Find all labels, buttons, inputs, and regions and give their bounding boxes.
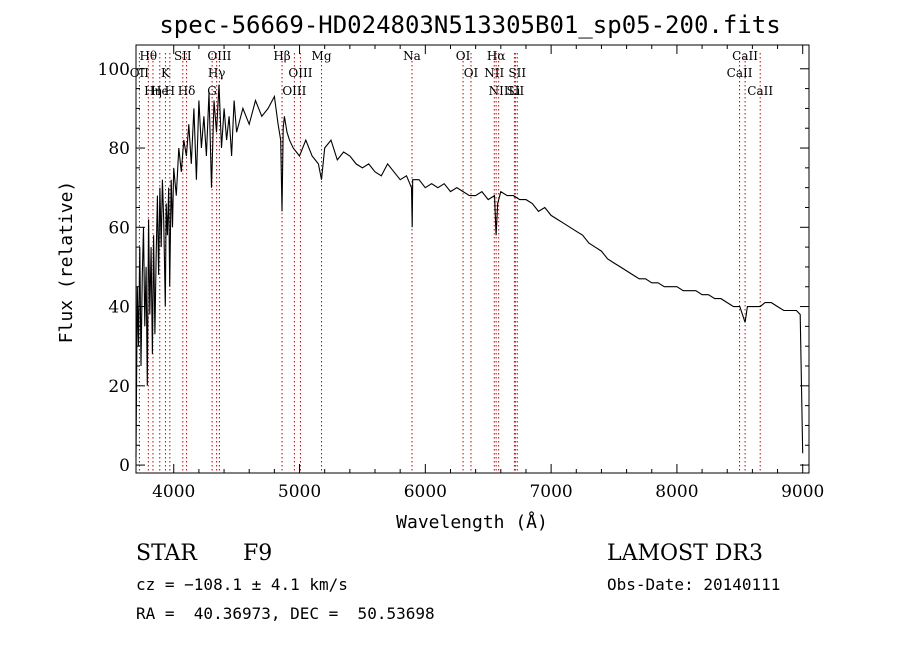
- line-label-8: OIII: [207, 49, 231, 63]
- spectral-line-markers: [138, 53, 761, 473]
- x-tick-label-7000: 7000: [529, 482, 572, 502]
- x-axis-ticks: 4000 5000 6000 7000 8000 9000: [152, 45, 824, 502]
- line-label-10: G: [207, 84, 217, 98]
- y-axis-label: Flux (relative): [56, 181, 77, 344]
- plot-frame: [135, 44, 810, 474]
- line-label-3: Hη: [144, 84, 162, 98]
- line-label-19: NII: [484, 66, 504, 80]
- line-label-1: OII: [130, 66, 150, 80]
- line-label-20: NII: [489, 84, 509, 98]
- y-tick-label-80: 80: [108, 139, 130, 159]
- line-label-4: K: [161, 66, 171, 80]
- y-tick-label-20: 20: [108, 377, 130, 397]
- coordinates: RA = 40.36973, DEC = 50.53698: [136, 604, 435, 623]
- line-label-9: Hγ: [208, 66, 226, 80]
- line-label-23: SII: [508, 66, 526, 80]
- line-label-17: OI: [464, 66, 479, 80]
- line-label-0: Hθ: [139, 49, 157, 63]
- object-subclass: F9: [243, 541, 273, 566]
- y-tick-label-40: 40: [108, 298, 130, 318]
- observation-date: Obs-Date: 20140111: [607, 575, 781, 594]
- line-label-18: Hα: [487, 49, 506, 63]
- x-tick-label-9000: 9000: [781, 482, 824, 502]
- line-label-22: Li: [508, 84, 520, 98]
- x-tick-label-4000: 4000: [152, 482, 195, 502]
- y-axis-ticks: 0 20 40 60 80 100: [98, 60, 809, 476]
- y-tick-label-0: 0: [119, 456, 130, 476]
- line-label-21: SII: [507, 84, 525, 98]
- line-label-6: SII: [174, 49, 192, 63]
- line-label-11: Hβ: [273, 49, 290, 63]
- line-label-2: He: [151, 84, 169, 98]
- line-label-15: Na: [403, 49, 421, 63]
- survey-name: LAMOST DR3: [607, 541, 763, 566]
- y-tick-label-100: 100: [98, 60, 130, 80]
- spectrum-line: [135, 84, 804, 458]
- line-label-7: Hδ: [178, 84, 196, 98]
- x-tick-label-8000: 8000: [655, 482, 698, 502]
- redshift-velocity: cz = −108.1 ± 4.1 km/s: [136, 575, 348, 594]
- line-label-14: Mg: [312, 49, 332, 63]
- line-label-5: H: [165, 84, 175, 98]
- x-tick-label-6000: 6000: [404, 482, 447, 502]
- line-label-12: OIII: [288, 66, 312, 80]
- line-label-13: OIII: [282, 84, 306, 98]
- x-tick-label-5000: 5000: [278, 482, 321, 502]
- chart-title: spec-56669-HD024803N513305B01_sp05-200.f…: [159, 11, 780, 39]
- line-label-24: CaII: [732, 49, 758, 63]
- line-label-26: CaII: [747, 84, 773, 98]
- x-axis-label: Wavelength (Å): [396, 511, 548, 533]
- object-class: STAR: [136, 541, 197, 566]
- y-tick-label-60: 60: [108, 218, 130, 238]
- line-label-25: CaII: [727, 66, 753, 80]
- line-label-16: OI: [456, 49, 471, 63]
